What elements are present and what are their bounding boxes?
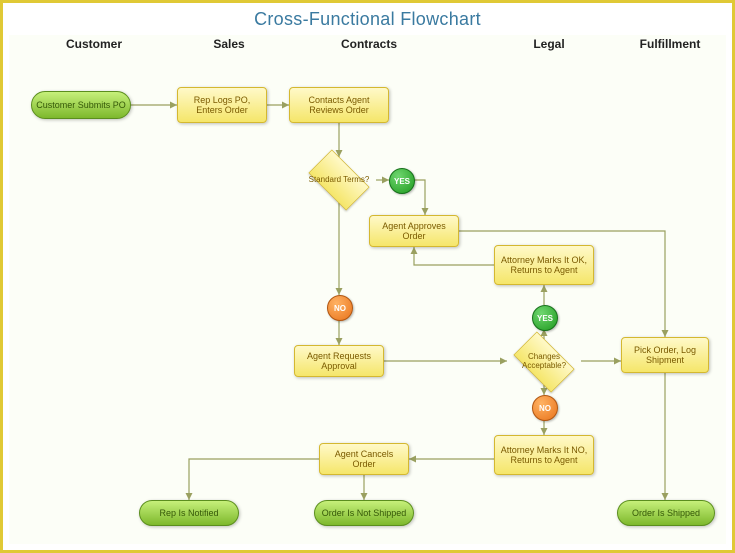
edge-atty_ok-approves_loop [414,247,494,265]
node-changes: Changes Acceptable? [507,339,581,385]
node-rep_logs: Rep Logs PO, Enters Order [177,87,267,123]
node-shipped: Order Is Shipped [617,500,715,526]
edge-cancels-notified [189,459,319,500]
edge-yes1-approves [413,180,425,215]
node-atty_no: Attorney Marks It NO, Returns to Agent [494,435,594,475]
flowchart-canvas: CustomerSalesContracts LegalFulfillment Cu… [9,35,726,544]
badge-yes2: YES [532,305,558,331]
lane-header-customer: Customer [24,37,164,51]
badge-no1: NO [327,295,353,321]
node-cancels: Agent Cancels Order [319,443,409,475]
lane-header-contracts: Contracts [294,37,444,51]
badge-no2: NO [532,395,558,421]
flowchart-frame: Cross-Functional Flowchart CustomerSales… [0,0,735,553]
node-notified: Rep Is Notified [139,500,239,526]
badge-yes1: YES [389,168,415,194]
node-approves: Agent Approves Order [369,215,459,247]
node-pick: Pick Order, Log Shipment [621,337,709,373]
node-start: Customer Submits PO [31,91,131,119]
lane-header-fulfillment: Fulfillment [614,37,726,51]
node-atty_ok: Attorney Marks It OK, Returns to Agent [494,245,594,285]
lane-header-legal: Legal [479,37,619,51]
node-std_terms: Standard Terms? [302,157,376,203]
lane-header-sales: Sales [164,37,294,51]
node-reviews: Contacts Agent Reviews Order [289,87,389,123]
node-requests: Agent Requests Approval [294,345,384,377]
chart-title: Cross-Functional Flowchart [3,3,732,32]
node-notshipped: Order Is Not Shipped [314,500,414,526]
